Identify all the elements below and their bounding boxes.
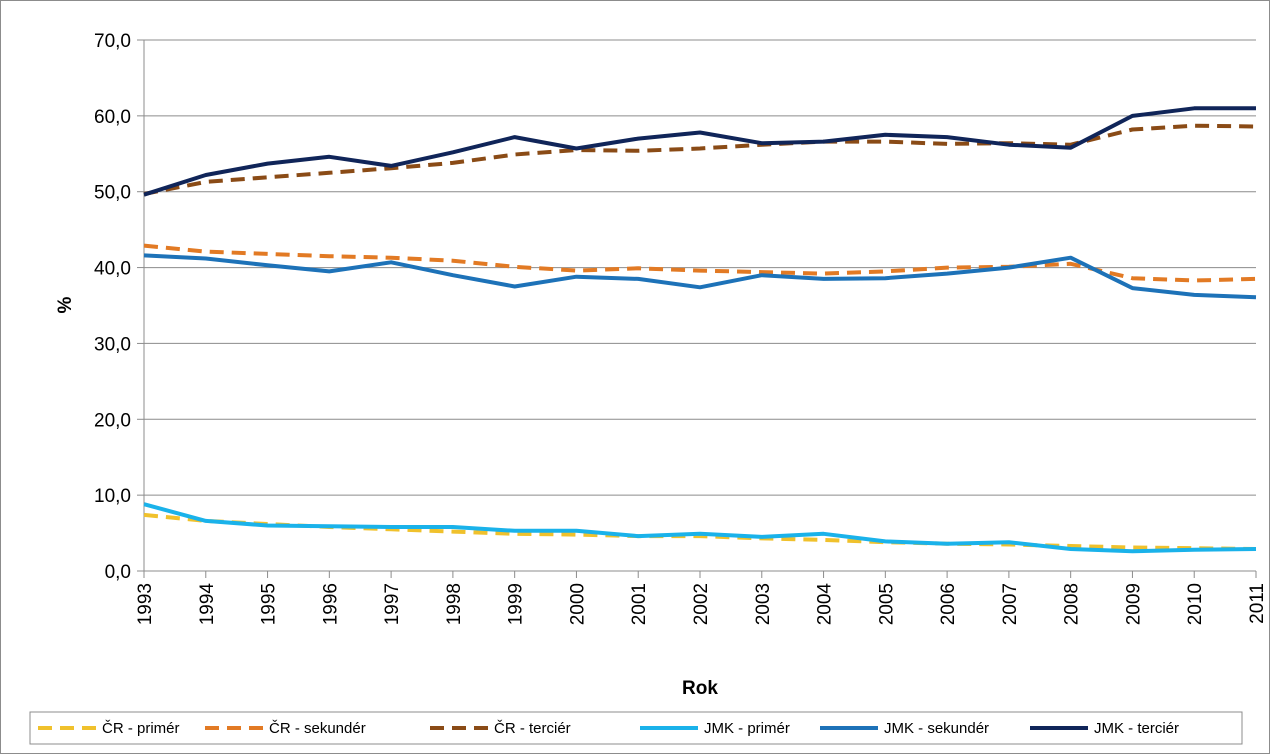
x-tick-label: 1994: [197, 583, 218, 626]
x-tick-label: 1997: [382, 583, 403, 625]
series-line: [143, 502, 1257, 554]
series-line: [143, 123, 1257, 196]
x-tick-layer: 1993 1994 1995 1996 1997 1998 1999 2000 2001 2002…: [135, 571, 1268, 625]
x-tick-label: 2006: [938, 583, 959, 625]
x-tick-label: 1995: [259, 583, 280, 625]
x-tick-label: 2003: [753, 583, 774, 625]
x-tick-label: 2010: [1185, 583, 1206, 625]
grid-layer: [144, 39, 1256, 496]
x-tick-label: 1998: [444, 583, 465, 625]
series-line: [143, 253, 1257, 300]
y-tick-label: 50,0: [94, 183, 131, 204]
y-tick-label: 30,0: [94, 334, 131, 355]
x-tick-label: 2004: [815, 583, 836, 626]
x-axis-title: Rok: [682, 678, 718, 699]
y-tick-label: 60,0: [94, 107, 131, 128]
x-tick-label: 1993: [135, 583, 156, 625]
y-tick-label: 0,0: [105, 562, 131, 583]
series-layer: [143, 106, 1257, 554]
legend-label: JMK - terciér: [1094, 720, 1179, 737]
legend-label: ČR - primér: [102, 720, 180, 737]
x-tick-label: 2001: [629, 583, 650, 625]
x-tick-label: 1999: [506, 583, 527, 625]
x-tick-label: 2005: [876, 583, 897, 625]
x-tick-label: 2009: [1123, 583, 1144, 625]
series-line: [143, 106, 1256, 197]
axis-layer: [143, 40, 1256, 572]
x-tick-label: 2002: [691, 583, 712, 625]
legend-label: JMK - sekundér: [884, 720, 989, 737]
x-tick-label: 2000: [567, 583, 588, 625]
x-tick-label: 2011: [1247, 583, 1268, 624]
legend-label: ČR - terciér: [494, 720, 571, 737]
x-tick-label: 2008: [1062, 583, 1083, 625]
x-tick-label: 2007: [1000, 583, 1021, 625]
y-tick-layer: 0,0 10,0 20,0 30,0 40,0 50,0 60,0 70,0: [94, 31, 144, 583]
y-axis-title: %: [55, 296, 76, 313]
y-tick-label: 40,0: [94, 259, 131, 280]
series-line: [143, 243, 1257, 283]
legend-label: JMK - primér: [704, 720, 790, 737]
y-tick-label: 10,0: [94, 486, 131, 507]
x-tick-label: 1996: [320, 583, 341, 625]
legend-label: ČR - sekundér: [269, 720, 366, 737]
y-tick-label: 20,0: [94, 410, 131, 431]
y-tick-label: 70,0: [94, 31, 131, 52]
legend: ČR - primér ČR - sekundér ČR - terciér JMK …: [29, 711, 1243, 745]
